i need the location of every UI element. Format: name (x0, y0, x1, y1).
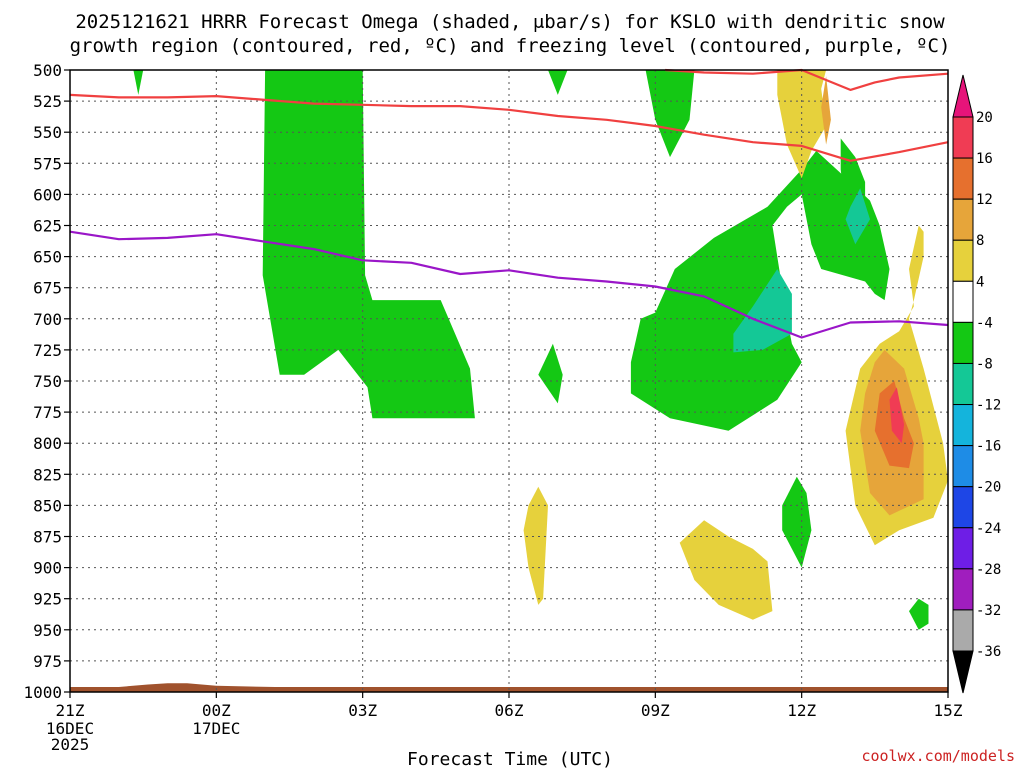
colorbar-label-5: -4 (976, 315, 993, 331)
x-tick-label-1: 00Z (202, 701, 231, 720)
colorbar-segment-9 (952, 486, 974, 529)
terrain-strip (70, 683, 948, 692)
y-tick-label-14: 850 (33, 496, 62, 515)
omega-region-14 (679, 520, 773, 620)
colorbar-segment-10 (952, 527, 974, 570)
y-tick-label-2: 550 (33, 123, 62, 142)
omega-region-5 (630, 150, 890, 431)
omega-region-0 (133, 70, 144, 95)
colorbar-label-6: -8 (976, 356, 993, 372)
y-tick-label-17: 925 (33, 590, 62, 609)
colorbar-label-9: -20 (976, 480, 1001, 496)
y-tick-label-3: 575 (33, 154, 62, 173)
omega-region-18 (889, 387, 905, 444)
colorbar-segment-8 (952, 445, 974, 488)
x-tick-label-6: 15Z (934, 701, 963, 720)
y-tick-label-8: 700 (33, 310, 62, 329)
colorbar-bottom-cap (952, 650, 974, 694)
omega-region-9 (733, 269, 792, 353)
y-tick-label-6: 650 (33, 248, 62, 267)
y-axis: 500 525 550 575 600 625 650 675 700 725 750 775 800 8… (23, 61, 70, 702)
omega-region-4 (538, 343, 563, 404)
y-tick-label-13: 825 (33, 465, 62, 484)
colorbar-label-0: 20 (976, 110, 993, 126)
colorbar-label-8: -16 (976, 439, 1001, 455)
y-tick-label-5: 625 (33, 217, 62, 236)
y-tick-label-9: 725 (33, 341, 62, 360)
colorbar-label-1: 16 (976, 151, 993, 167)
colorbar-top-cap (952, 74, 974, 118)
omega-region-7 (782, 476, 812, 568)
omega-region-8 (909, 598, 929, 630)
omega-region-2 (548, 70, 568, 95)
y-tick-label-10: 750 (33, 372, 62, 391)
colorbar-label-4: 4 (976, 274, 984, 290)
colorbar-segment-2 (952, 198, 974, 241)
colorbar-label-2: 12 (976, 192, 993, 208)
x-tick-year-0: 2025 (51, 735, 90, 754)
colorbar-segment-5 (952, 321, 974, 364)
omega-region-1 (262, 70, 475, 419)
plot-area (69, 68, 949, 693)
colorbar-label-3: 8 (976, 233, 984, 249)
colorbar-label-10: -24 (976, 521, 1001, 537)
contour-line-1 (665, 68, 949, 92)
y-tick-label-7: 675 (33, 279, 62, 298)
y-tick-label-4: 600 (33, 185, 62, 204)
colorbar-segment-11 (952, 568, 974, 611)
omega-region-10 (845, 188, 870, 245)
x-tick-label-5: 12Z (787, 701, 816, 720)
colorbar-segment-4 (952, 280, 974, 323)
x-tick-label-0: 21Z (56, 701, 85, 720)
contour-line-2 (69, 230, 949, 339)
x-tick-label-4: 09Z (641, 701, 670, 720)
chart-title-line1: 2025121621 HRRR Forecast Omega (shaded, … (75, 11, 945, 33)
y-tick-label-19: 975 (33, 652, 62, 671)
y-tick-label-0: 500 (33, 61, 62, 80)
y-tick-label-20: 1000 (23, 683, 62, 702)
y-tick-label-11: 775 (33, 403, 62, 422)
x-tick-date-0: 16DEC (46, 719, 94, 738)
colorbar-segment-12 (952, 609, 974, 652)
colorbar-segment-1 (952, 157, 974, 200)
x-tick-date-1: 17DEC (192, 719, 240, 738)
colorbar-segment-7 (952, 404, 974, 447)
contour-line-0 (69, 93, 949, 162)
colorbar: 20 16 12 8 4 -4 -8 -12 -16 -20 -24 -28 -32 -36 (952, 74, 1001, 694)
colorbar-segment-6 (952, 362, 974, 406)
y-tick-label-15: 875 (33, 528, 62, 547)
omega-region-3 (645, 70, 695, 158)
colorbar-label-12: -32 (976, 603, 1001, 619)
colorbar-label-11: -28 (976, 562, 1001, 578)
x-tick-label-2: 03Z (348, 701, 377, 720)
y-tick-label-12: 800 (33, 434, 62, 453)
chart-title-line2: growth region (contoured, red, ºC) and f… (70, 35, 951, 57)
omega-region-15 (821, 76, 831, 145)
omega-region-13 (523, 486, 548, 605)
y-tick-label-16: 900 (33, 559, 62, 578)
credit-text: coolwx.com/models (861, 747, 1015, 765)
colorbar-label-13: -36 (976, 644, 1001, 660)
colorbar-segment-3 (952, 239, 974, 282)
x-tick-label-3: 06Z (495, 701, 524, 720)
colorbar-segment-0 (952, 116, 974, 159)
y-tick-label-18: 950 (33, 621, 62, 640)
y-tick-label-1: 525 (33, 92, 62, 111)
x-axis-label: Forecast Time (UTC) (407, 749, 613, 768)
colorbar-label-7: -12 (976, 398, 1001, 414)
